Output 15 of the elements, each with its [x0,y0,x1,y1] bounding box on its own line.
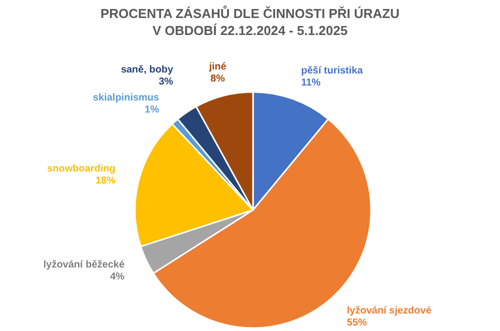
data-label: 4% [110,271,125,282]
data-label: 55% [346,318,368,329]
data-label: 18% [95,176,116,187]
slice-label: skialpinismus [92,92,160,104]
slice-label: lyžování sjezdové [346,306,432,317]
slice-label: pěší turistika [301,65,364,76]
chart-title: PROCENTA ZÁSAHŮ DLE ČINNOSTI PŘI ÚRAZU V OBDOBÍ 22.12.2024 - 5.1.2025 [100,5,400,38]
data-label: 11% [301,77,321,88]
data-label: 1% [144,104,160,116]
slice-label: jiné [208,61,227,72]
slice-label: saně, boby [120,64,174,76]
data-label: 3% [158,76,174,88]
slice-label: lyžování běžecké [43,259,125,270]
data-label: 8% [210,73,226,84]
slice-label: snowboarding [47,164,116,175]
